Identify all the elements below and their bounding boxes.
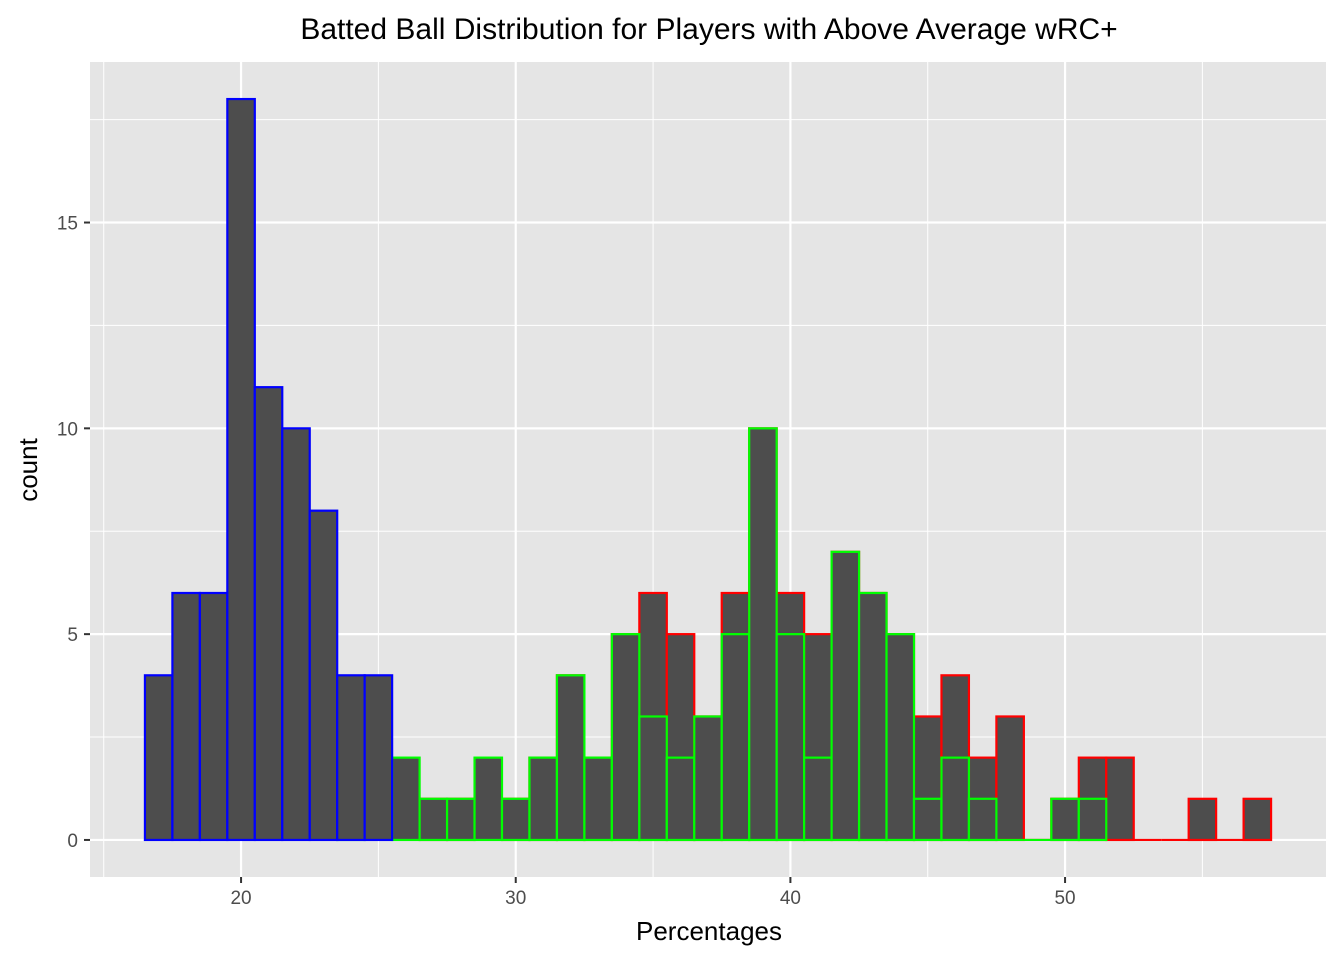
histogram-series-3 [143, 97, 394, 842]
histogram-bar [665, 756, 696, 842]
histogram-bar [912, 797, 943, 842]
histogram-bar [528, 756, 559, 842]
histogram-bar [1077, 797, 1108, 842]
histogram-bar [445, 797, 476, 842]
y-tick-label: 15 [57, 214, 78, 235]
histogram-bar [803, 756, 833, 842]
histogram-bar [693, 715, 723, 842]
histogram-bar [1050, 797, 1080, 842]
histogram-bar [748, 427, 778, 842]
histogram-bar [583, 756, 613, 842]
histogram-bar [967, 797, 998, 842]
axes: 20 30 40 50 0 5 10 15 [57, 214, 1076, 909]
histogram-bar [775, 633, 806, 842]
histogram-bar [720, 633, 751, 842]
x-tick-label: 20 [230, 888, 251, 909]
histogram-bar [857, 591, 888, 842]
histogram-bar [940, 756, 971, 842]
histogram-bar [1187, 797, 1218, 842]
x-tick-label: 40 [780, 888, 801, 909]
histogram-bar [1105, 756, 1135, 842]
y-tick-label: 5 [67, 625, 78, 646]
histogram-bar [995, 715, 1025, 842]
histogram-bar [638, 715, 668, 842]
histogram-bar [336, 674, 366, 842]
histogram-bars [143, 97, 1273, 842]
histogram-bar [143, 674, 174, 842]
y-tick-label: 10 [57, 419, 78, 440]
histogram-bar [885, 633, 916, 842]
histogram-bar [253, 386, 284, 842]
histogram-bar [473, 756, 504, 842]
chart-title: Batted Ball Distribution for Players wit… [300, 13, 1117, 46]
histogram-bar [500, 797, 531, 842]
histogram-bar [281, 427, 311, 842]
histogram-bar [555, 674, 586, 842]
histogram-bar [198, 591, 229, 842]
y-axis-title: count [13, 437, 43, 501]
histogram-bar [226, 97, 256, 842]
histogram-bar [418, 797, 449, 842]
y-tick-label: 0 [67, 831, 78, 852]
histogram-bar [391, 756, 421, 842]
histogram-bar [830, 550, 861, 842]
x-tick-label: 30 [505, 888, 526, 909]
histogram-bar [610, 633, 641, 842]
x-axis-title: Percentages [636, 916, 782, 946]
histogram-bar [171, 591, 201, 842]
histogram-bar [308, 509, 339, 842]
histogram-bar [363, 674, 394, 842]
x-tick-label: 50 [1054, 888, 1075, 909]
histogram-bar [1242, 797, 1273, 842]
